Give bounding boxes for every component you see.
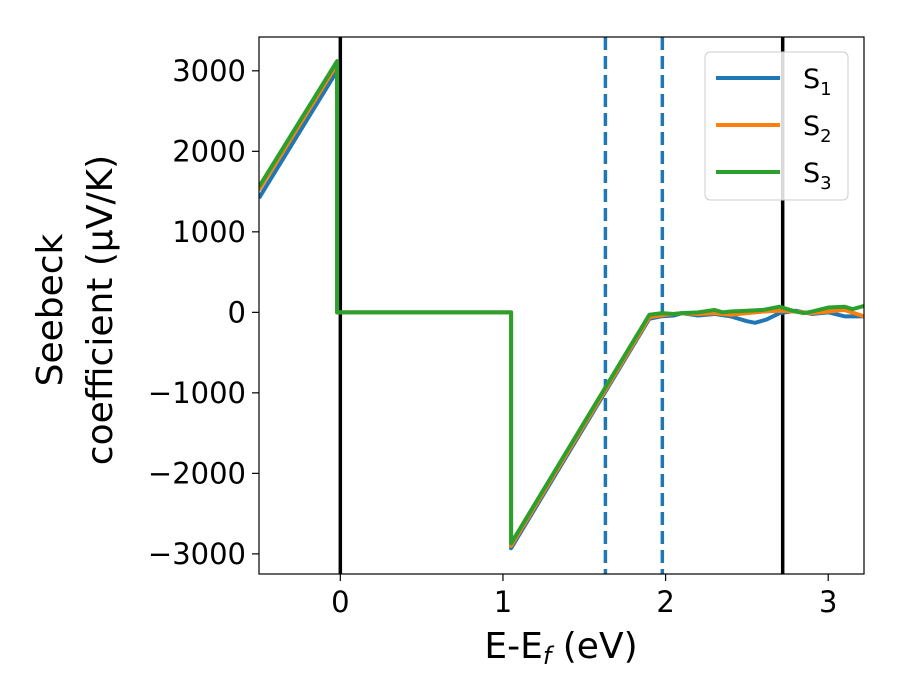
x-axis-title: E-Ef (eV) [484, 626, 637, 670]
y-tick-label: −3000 [148, 537, 246, 571]
y-axis-title: Seebeck coefficient (μV/K) [30, 155, 121, 465]
series-line-s3 [259, 59, 864, 546]
y-axis-title-line2: coefficient (μV/K) [80, 155, 121, 465]
y-tick-label: −2000 [148, 456, 246, 490]
plot-frame [258, 36, 865, 575]
legend-label-s1: S1 [803, 64, 832, 100]
y-tick-label: 0 [228, 295, 246, 329]
x-tick-label: 2 [656, 585, 674, 619]
y-tick-label: 2000 [172, 134, 246, 168]
y-tick-label: −1000 [148, 376, 246, 410]
y-axis-title-line1: Seebeck [30, 233, 71, 386]
legend-label-s2: S2 [803, 111, 832, 147]
x-tick-label: 0 [331, 585, 349, 619]
y-axis-ticks: 3000 2000 1000 0 −1000 −2000 −3000 [148, 54, 259, 571]
legend-label-s3: S3 [803, 158, 832, 194]
x-axis-ticks: 0 1 2 3 [331, 574, 837, 619]
x-tick-label: 1 [494, 585, 512, 619]
y-tick-label: 3000 [172, 54, 246, 88]
series-lines [259, 59, 864, 551]
x-tick-label: 3 [819, 585, 837, 619]
y-tick-label: 1000 [172, 215, 246, 249]
legend: S1 S2 S3 [704, 51, 849, 201]
